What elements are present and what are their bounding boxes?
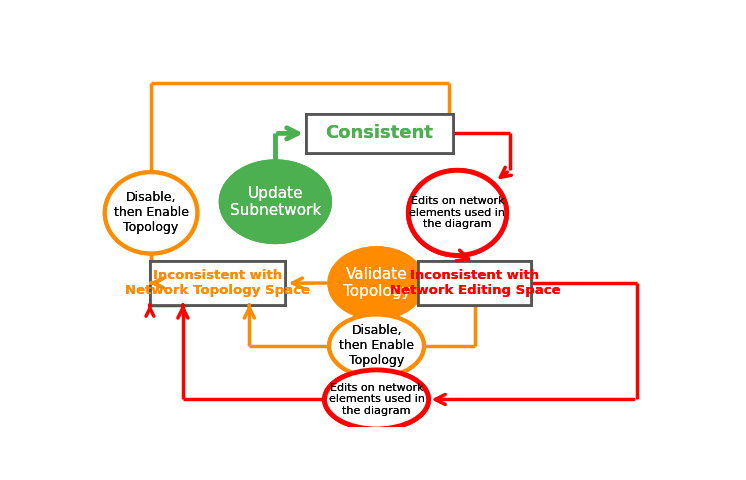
Text: Consistent: Consistent [325,124,433,143]
Ellipse shape [325,370,428,429]
Ellipse shape [104,172,197,253]
FancyBboxPatch shape [306,114,453,153]
Text: Disable,
then Enable
Topology: Disable, then Enable Topology [339,324,414,367]
Ellipse shape [221,161,330,242]
FancyBboxPatch shape [419,261,531,305]
FancyBboxPatch shape [306,114,453,153]
Ellipse shape [329,248,424,318]
Ellipse shape [221,161,330,242]
Ellipse shape [408,170,507,255]
Text: Update
Subnetwork: Update Subnetwork [230,186,321,218]
Text: Disable,
then Enable
Topology: Disable, then Enable Topology [113,192,189,234]
Text: Inconsistent with
Network Editing Space: Inconsistent with Network Editing Space [389,269,560,297]
Ellipse shape [408,170,507,255]
Text: Inconsistent with
Network Editing Space: Inconsistent with Network Editing Space [389,269,560,297]
Text: Edits on network
elements used in
the diagram: Edits on network elements used in the di… [410,196,506,229]
Ellipse shape [329,248,424,318]
Text: Validate
Topology: Validate Topology [342,267,410,299]
FancyBboxPatch shape [150,261,286,305]
Text: Edits on network
elements used in
the diagram: Edits on network elements used in the di… [328,383,424,416]
Text: Consistent: Consistent [325,124,433,143]
Ellipse shape [104,172,197,253]
FancyBboxPatch shape [419,261,531,305]
Text: Edits on network
elements used in
the diagram: Edits on network elements used in the di… [328,383,424,416]
Text: Inconsistent with
Network Topology Space: Inconsistent with Network Topology Space [125,269,310,297]
Ellipse shape [329,314,424,377]
Text: Disable,
then Enable
Topology: Disable, then Enable Topology [339,324,414,367]
Text: Disable,
then Enable
Topology: Disable, then Enable Topology [113,192,189,234]
FancyBboxPatch shape [150,261,286,305]
Text: Edits on network
elements used in
the diagram: Edits on network elements used in the di… [410,196,506,229]
Text: Validate
Topology: Validate Topology [342,267,410,299]
Ellipse shape [329,314,424,377]
Text: Update
Subnetwork: Update Subnetwork [230,186,321,218]
Ellipse shape [325,370,428,429]
Text: Inconsistent with
Network Topology Space: Inconsistent with Network Topology Space [125,269,310,297]
